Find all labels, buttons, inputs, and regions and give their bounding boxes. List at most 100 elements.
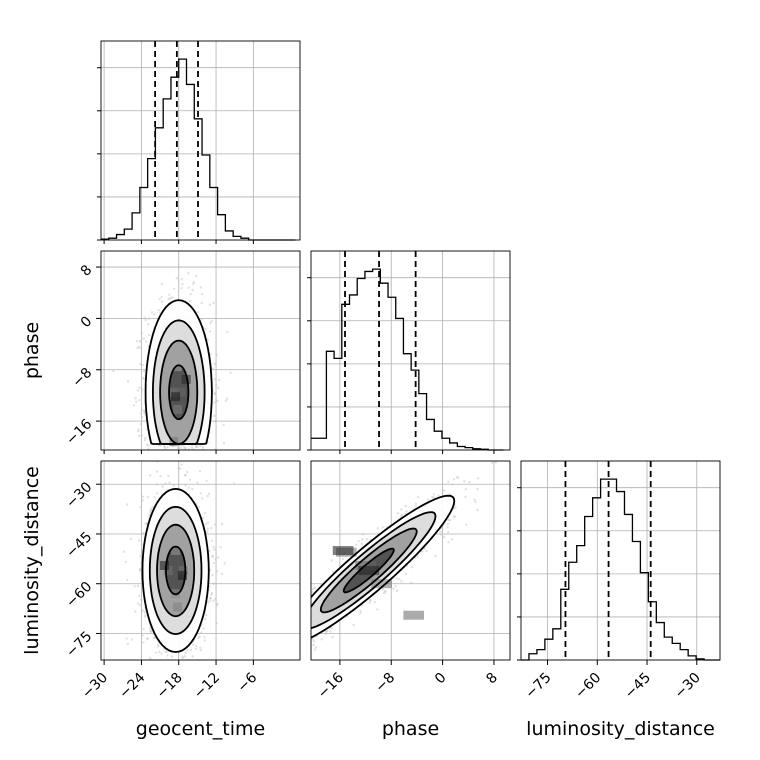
scatter-point	[208, 492, 211, 496]
scatter-point	[263, 639, 265, 641]
scatter-point	[139, 568, 142, 571]
contour-lines	[141, 487, 210, 653]
x-tick-label: 0	[432, 670, 450, 688]
scatter-point	[140, 598, 143, 602]
scatter-point	[304, 618, 306, 620]
scatter-point	[204, 614, 208, 617]
scatter-point	[211, 555, 215, 558]
scatter-point	[180, 463, 183, 466]
scatter-point	[152, 490, 154, 492]
y-axis-title-luminosity_distance: luminosity_distance	[21, 466, 43, 655]
scatter-point	[139, 568, 142, 571]
scatter-point	[211, 599, 215, 603]
scatter-point	[307, 613, 309, 615]
density-cell	[172, 405, 182, 415]
scatter-point	[263, 652, 265, 654]
panel-frame	[100, 460, 301, 661]
scatter-point	[190, 454, 192, 456]
scatter-point	[188, 463, 190, 465]
scatter-point	[191, 456, 193, 458]
scatter-point	[189, 292, 192, 296]
scatter-point	[307, 615, 309, 617]
scatter-point	[161, 675, 163, 677]
scatter-point	[206, 338, 210, 341]
scatter-point	[212, 301, 215, 305]
scatter-point	[112, 369, 115, 373]
scatter-point	[257, 663, 259, 665]
scatter-point	[296, 653, 298, 655]
scatter-point	[148, 461, 150, 463]
scatter-point	[212, 582, 215, 585]
scatter-point	[146, 637, 149, 640]
scatter-point	[373, 600, 376, 604]
scatter-point	[144, 478, 146, 480]
scatter-point	[210, 319, 213, 323]
scatter-point	[151, 471, 153, 473]
scatter-point	[129, 537, 133, 541]
scatter-point	[189, 693, 191, 695]
scatter-point	[447, 518, 450, 522]
scatter-point	[141, 609, 144, 612]
scatter-point	[189, 469, 191, 471]
scatter-point	[157, 650, 161, 654]
scatter-point	[384, 590, 387, 593]
x-axis-title-luminosity_distance: luminosity_distance	[526, 718, 715, 740]
scatter-point	[295, 619, 297, 621]
scatter-point	[398, 577, 401, 581]
scatter-point	[165, 650, 168, 654]
scatter-point	[181, 282, 184, 286]
scatter-point	[172, 453, 174, 455]
panel-frame	[310, 250, 511, 451]
scatter-point	[125, 637, 128, 640]
scatter-point	[137, 428, 140, 431]
scatter-point	[149, 474, 152, 477]
scatter-point	[181, 454, 183, 456]
scatter-point	[463, 480, 466, 483]
scatter-point	[145, 340, 148, 343]
scatter-point	[404, 504, 408, 508]
scatter-point	[187, 451, 189, 453]
scatter-point	[213, 378, 216, 381]
density-cell	[176, 387, 186, 397]
scatter-point	[170, 471, 172, 473]
scatter-point	[184, 651, 187, 654]
scatter-point	[259, 684, 261, 686]
scatter-point	[126, 380, 130, 383]
scatter-point	[166, 654, 169, 657]
x-tick-label: −18	[154, 670, 186, 702]
scatter-point	[208, 303, 212, 306]
scatter-point	[381, 588, 385, 591]
scatter-point	[168, 487, 170, 489]
histogram-panel-luminosity_distance	[517, 460, 721, 661]
scatter-point	[301, 632, 303, 634]
scatter-point	[153, 496, 156, 499]
scatter-point	[204, 237, 206, 239]
scatter-point	[145, 522, 148, 526]
scatter-point	[195, 644, 198, 648]
scatter-point	[192, 643, 195, 646]
density-cell	[171, 546, 181, 556]
scatter-point	[143, 610, 146, 614]
scatter-point	[284, 641, 286, 643]
scatter-point	[244, 653, 246, 655]
scatter-point	[209, 527, 213, 530]
scatter-point	[275, 654, 277, 656]
scatter-point	[468, 480, 471, 484]
scatter-point	[325, 631, 328, 634]
scatter-point	[220, 523, 224, 526]
scatter-point	[439, 533, 443, 536]
scatter-point	[228, 695, 230, 697]
scatter-point	[182, 467, 184, 469]
scatter-point	[297, 627, 299, 629]
scatter-point	[172, 484, 176, 487]
scatter-point	[203, 511, 207, 515]
scatter-point	[217, 712, 219, 714]
scatter-point	[308, 645, 310, 647]
scatter-point	[190, 469, 192, 471]
scatter-point	[212, 546, 215, 549]
scatter-point	[294, 621, 296, 623]
scatter-point	[160, 470, 162, 472]
scatter-point	[278, 629, 280, 631]
scatter-point	[199, 646, 202, 650]
scatter-point	[308, 629, 310, 631]
